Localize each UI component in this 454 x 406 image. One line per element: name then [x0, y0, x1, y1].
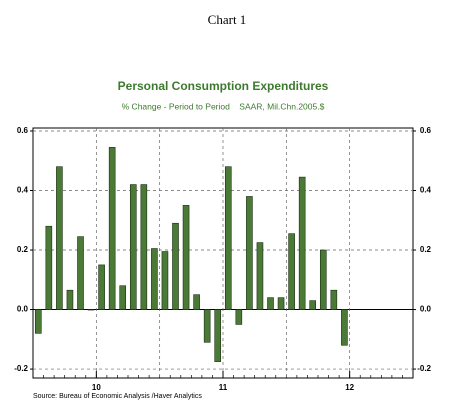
bar: [108, 147, 116, 310]
source-note: Source: Bureau of Economic Analysis /Hav…: [33, 393, 202, 400]
bar: [224, 166, 232, 310]
bar: [341, 309, 348, 346]
bar: [203, 309, 211, 343]
bar: [66, 289, 74, 310]
bar: [319, 249, 327, 310]
y-tick-label: 0.4: [17, 186, 29, 195]
bar: [235, 309, 243, 325]
chart-subtitle: % Change - Period to Period SAAR, Mil.Ch…: [122, 101, 325, 111]
bar: [330, 289, 338, 310]
y2-tick-label: -0.2: [417, 364, 431, 373]
bar: [298, 176, 306, 310]
bar: [277, 297, 285, 310]
y-tick-label: 0.2: [17, 245, 29, 254]
bar: [98, 264, 105, 310]
bar: [151, 248, 158, 310]
bar: [288, 233, 295, 310]
y2-tick-label: 0.0: [420, 305, 432, 314]
y2-tick-label: 0.6: [420, 126, 432, 135]
page-title: Chart 1: [208, 12, 247, 27]
y2-tick-label: 0.2: [420, 245, 432, 254]
bar: [193, 294, 200, 310]
bar: [119, 285, 127, 310]
bar: [309, 300, 317, 310]
bar: [34, 309, 42, 334]
bar: [267, 297, 274, 310]
x-tick-label: 12: [345, 383, 354, 392]
bar: [246, 196, 253, 310]
y2-tick-label: 0.4: [420, 186, 432, 195]
bar: [161, 251, 169, 310]
bar: [87, 309, 95, 311]
bar: [214, 309, 222, 362]
x-tick-label: 11: [219, 383, 228, 392]
bar: [172, 222, 179, 310]
y-tick-label: 0.6: [17, 126, 29, 135]
bar: [140, 184, 148, 310]
x-tick-label: 10: [92, 383, 101, 392]
bar: [56, 166, 63, 310]
y-tick-label: 0.0: [17, 305, 29, 314]
chart-title: Personal Consumption Expenditures: [118, 79, 329, 93]
bar: [45, 225, 53, 310]
bar: [129, 184, 137, 310]
bar: [256, 242, 264, 310]
bar: [182, 205, 190, 310]
bar: [77, 236, 84, 310]
y-tick-label: -0.2: [14, 364, 28, 373]
